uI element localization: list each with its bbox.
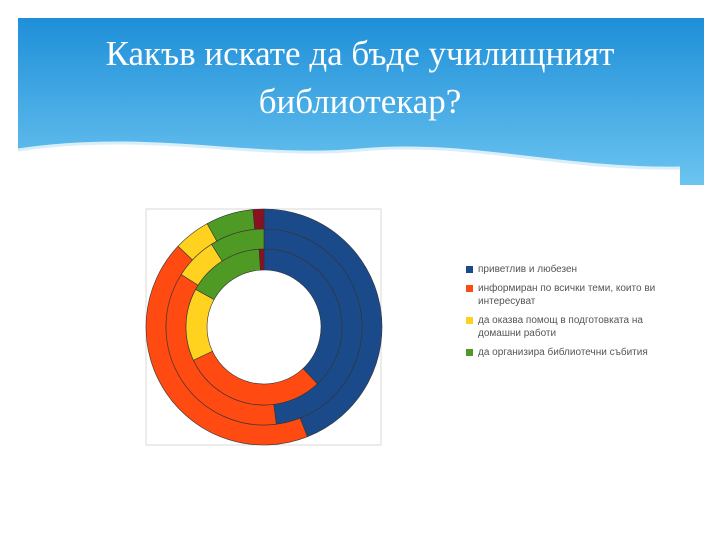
legend-label: да оказва помощ в подготовката на домашн… [478, 315, 643, 339]
legend-swatch [466, 349, 473, 356]
legend-item: приветлив и любезен [466, 263, 676, 276]
legend-item: информиран по всички теми, които ви инте… [466, 282, 676, 308]
banner [18, 18, 704, 185]
legend-label: да организира библиотечни събития [478, 347, 648, 358]
donut-segment [258, 248, 265, 271]
legend-item: да организира библиотечни събития [466, 346, 676, 359]
legend-item: да оказва помощ в подготовката на домашн… [466, 314, 676, 340]
donut-segment [252, 208, 265, 230]
donut [145, 208, 383, 446]
legend-swatch [466, 285, 473, 292]
legend-swatch [466, 317, 473, 324]
slide-title: Какъв искате да бъде училищният библиоте… [105, 34, 615, 121]
legend-label: информиран по всички теми, които ви инте… [478, 283, 656, 307]
legend-label: приветлив и любезен [478, 264, 578, 275]
legend-swatch [466, 266, 473, 273]
banner-wave [17, 141, 681, 170]
legend: приветлив и любезен информиран по всички … [466, 263, 676, 365]
